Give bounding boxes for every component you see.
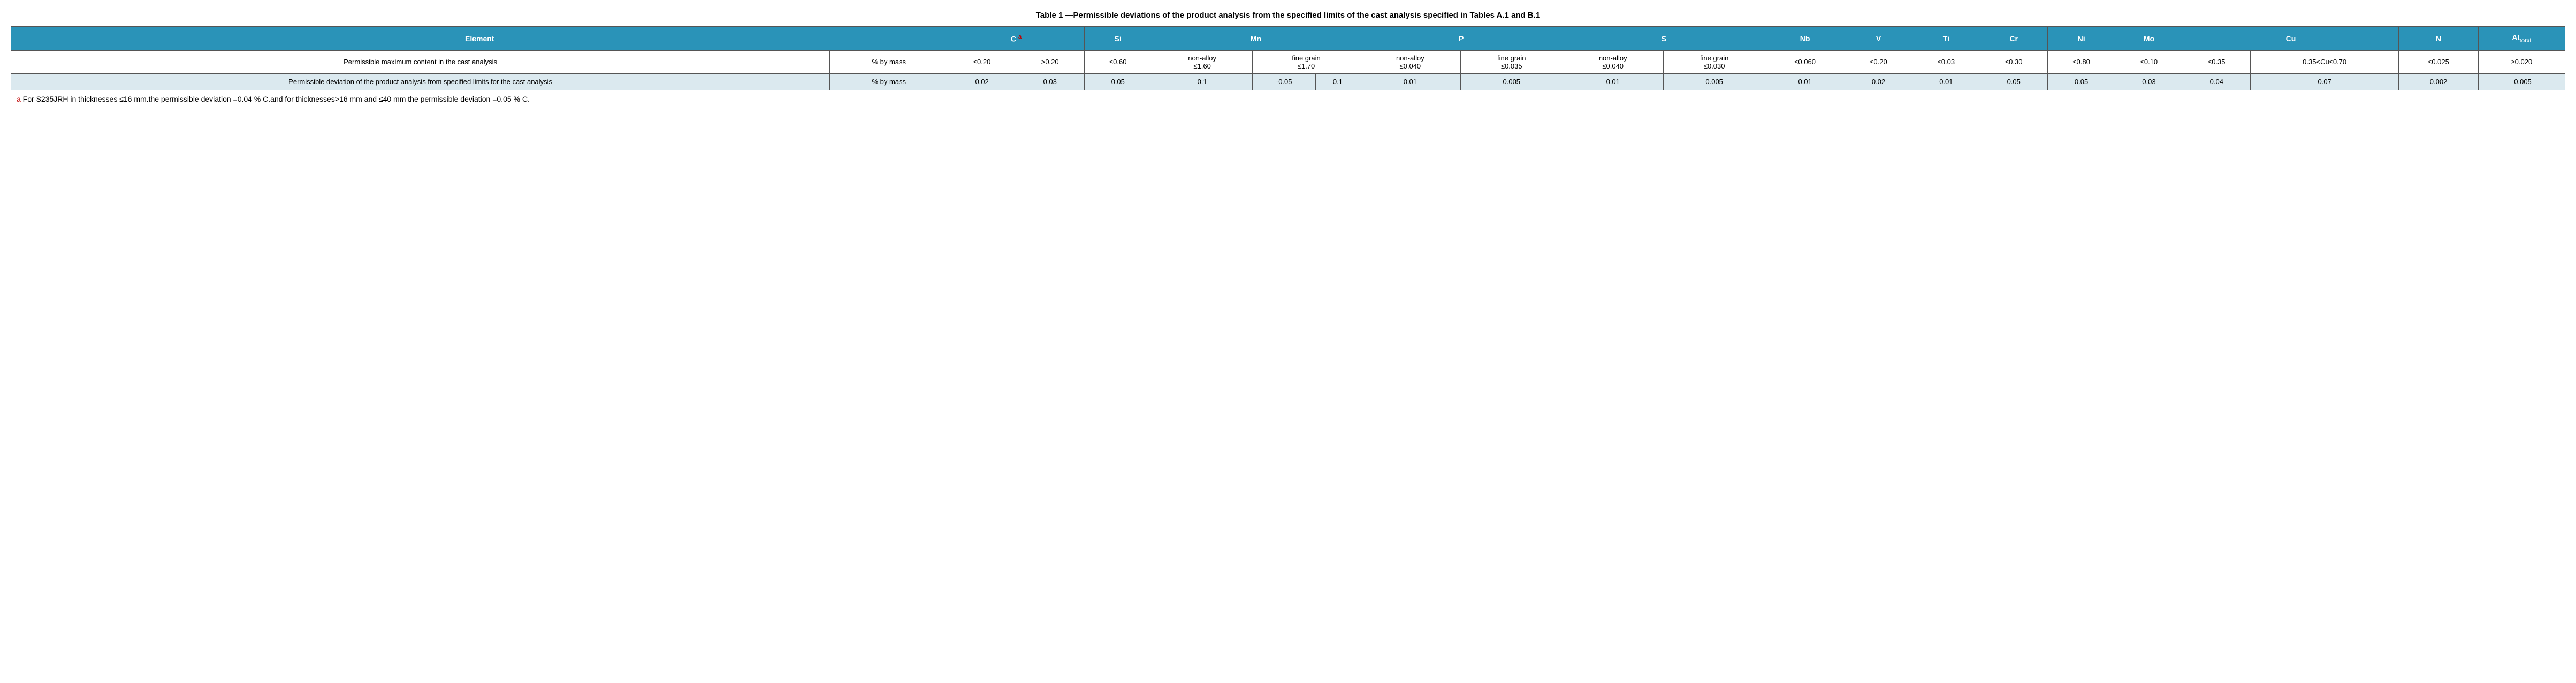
row1-si: ≤0.60 — [1084, 50, 1152, 73]
col-al: Altotal — [2478, 27, 2565, 51]
header-row: Element C a Si Mn P S Nb V Ti Cr Ni Mo C… — [11, 27, 2565, 51]
table-title: Table 1 —Permissible deviations of the p… — [11, 11, 2565, 20]
row1-label: Permissible maximum content in the cast … — [11, 50, 830, 73]
row1-cr: ≤0.30 — [1980, 50, 2047, 73]
row1-s1: non-alloy ≤0.040 — [1563, 50, 1663, 73]
col-p: P — [1360, 27, 1563, 51]
col-si: Si — [1084, 27, 1152, 51]
row1-mn1-bot: ≤1.60 — [1193, 62, 1210, 70]
footnote-cell: a For S235JRH in thicknesses ≤16 mm.the … — [11, 90, 2565, 108]
row2-label: Permissible deviation of the product ana… — [11, 73, 830, 90]
row2-cr: 0.05 — [1980, 73, 2047, 90]
row2-mn2b: 0.1 — [1316, 73, 1360, 90]
row-max-content: Permissible maximum content in the cast … — [11, 50, 2565, 73]
row1-mn1: non-alloy ≤1.60 — [1152, 50, 1252, 73]
row2-cu2: 0.07 — [2250, 73, 2398, 90]
row2-s2: 0.005 — [1663, 73, 1765, 90]
row1-n: ≤0.025 — [2399, 50, 2478, 73]
col-cr: Cr — [1980, 27, 2047, 51]
footnote-row: a For S235JRH in thicknesses ≤16 mm.the … — [11, 90, 2565, 108]
row1-mn1-top: non-alloy — [1188, 54, 1216, 62]
row2-nb: 0.01 — [1765, 73, 1845, 90]
row2-mn1: 0.1 — [1152, 73, 1252, 90]
row2-v: 0.02 — [1845, 73, 1912, 90]
col-n: N — [2399, 27, 2478, 51]
row1-mn2-top: fine grain — [1292, 54, 1320, 62]
row1-cu2: 0.35<Cu≤0.70 — [2250, 50, 2398, 73]
row1-s1-bot: ≤0.040 — [1602, 62, 1624, 70]
col-element: Element — [11, 27, 948, 51]
row2-si: 0.05 — [1084, 73, 1152, 90]
row1-s1-top: non-alloy — [1599, 54, 1627, 62]
col-al-sub: total — [2519, 37, 2531, 44]
row1-p2-top: fine grain — [1497, 54, 1526, 62]
row1-unit: % by mass — [830, 50, 948, 73]
row2-mo: 0.03 — [2115, 73, 2183, 90]
row1-mn2: fine grain ≤1.70 — [1253, 50, 1360, 73]
row1-p2-bot: ≤0.035 — [1501, 62, 1522, 70]
row1-ti: ≤0.03 — [1912, 50, 1980, 73]
col-ni: Ni — [2047, 27, 2115, 51]
row2-cu1: 0.04 — [2183, 73, 2250, 90]
row1-s2: fine grain ≤0.030 — [1663, 50, 1765, 73]
row1-mn2-bot: ≤1.70 — [1298, 62, 1315, 70]
row1-mo: ≤0.10 — [2115, 50, 2183, 73]
row2-al: -0.005 — [2478, 73, 2565, 90]
col-al-label: Al — [2512, 33, 2519, 42]
row1-ni: ≤0.80 — [2047, 50, 2115, 73]
row1-p2: fine grain ≤0.035 — [1461, 50, 1563, 73]
col-c: C a — [948, 27, 1084, 51]
row2-c1: 0.02 — [948, 73, 1016, 90]
row-deviation: Permissible deviation of the product ana… — [11, 73, 2565, 90]
col-c-note: a — [1018, 34, 1022, 40]
col-v: V — [1845, 27, 1912, 51]
row1-c2: >0.20 — [1016, 50, 1084, 73]
row1-s2-top: fine grain — [1700, 54, 1728, 62]
row1-v: ≤0.20 — [1845, 50, 1912, 73]
row2-ti: 0.01 — [1912, 73, 1980, 90]
row1-p1: non-alloy ≤0.040 — [1360, 50, 1460, 73]
row2-p1: 0.01 — [1360, 73, 1460, 90]
row1-p1-bot: ≤0.040 — [1400, 62, 1421, 70]
row2-mn2a: -0.05 — [1253, 73, 1316, 90]
row2-ni: 0.05 — [2047, 73, 2115, 90]
deviations-table: Element C a Si Mn P S Nb V Ti Cr Ni Mo C… — [11, 26, 2565, 108]
footnote-text: For S235JRH in thicknesses ≤16 mm.the pe… — [21, 95, 530, 103]
row1-c1: ≤0.20 — [948, 50, 1016, 73]
col-mo: Mo — [2115, 27, 2183, 51]
row1-al: ≥0.020 — [2478, 50, 2565, 73]
col-s: S — [1563, 27, 1765, 51]
footnote-marker: a — [17, 95, 21, 103]
col-nb: Nb — [1765, 27, 1845, 51]
row1-s2-bot: ≤0.030 — [1704, 62, 1725, 70]
col-ti: Ti — [1912, 27, 1980, 51]
row1-cu1: ≤0.35 — [2183, 50, 2250, 73]
row2-s1: 0.01 — [1563, 73, 1663, 90]
row2-unit: % by mass — [830, 73, 948, 90]
col-c-label: C — [1011, 35, 1016, 43]
col-cu: Cu — [2183, 27, 2399, 51]
row2-c2: 0.03 — [1016, 73, 1084, 90]
row1-p1-top: non-alloy — [1396, 54, 1424, 62]
row2-p2: 0.005 — [1461, 73, 1563, 90]
row1-nb: ≤0.060 — [1765, 50, 1845, 73]
col-mn: Mn — [1152, 27, 1360, 51]
row2-n: 0.002 — [2399, 73, 2478, 90]
